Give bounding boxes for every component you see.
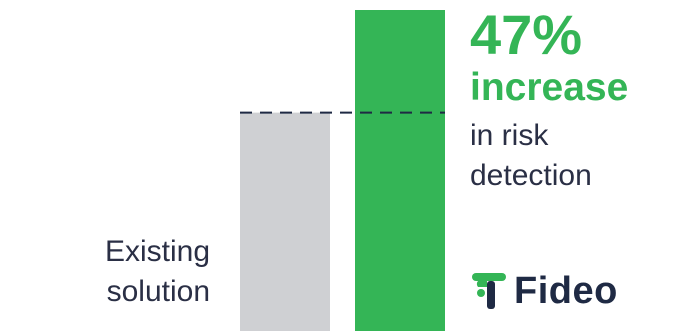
- existing-solution-label: Existing solution: [60, 232, 210, 312]
- description-line-2: detection: [470, 159, 592, 192]
- fideo-logo-icon: [472, 273, 506, 309]
- brand-logo: Fideo: [470, 268, 618, 314]
- existing-label-line-1: Existing: [104, 235, 210, 268]
- increase-word: increase: [470, 66, 629, 109]
- increase-percentage: 47%: [470, 3, 583, 66]
- brand-name: Fideo: [514, 269, 618, 312]
- description-line-1: in risk: [470, 119, 549, 152]
- increase-description: in risk detection: [470, 116, 670, 196]
- bar-existing-solution: [240, 112, 330, 331]
- existing-label-line-2: solution: [106, 275, 210, 308]
- bar-fideo: [355, 10, 445, 331]
- bars-group: [240, 10, 445, 331]
